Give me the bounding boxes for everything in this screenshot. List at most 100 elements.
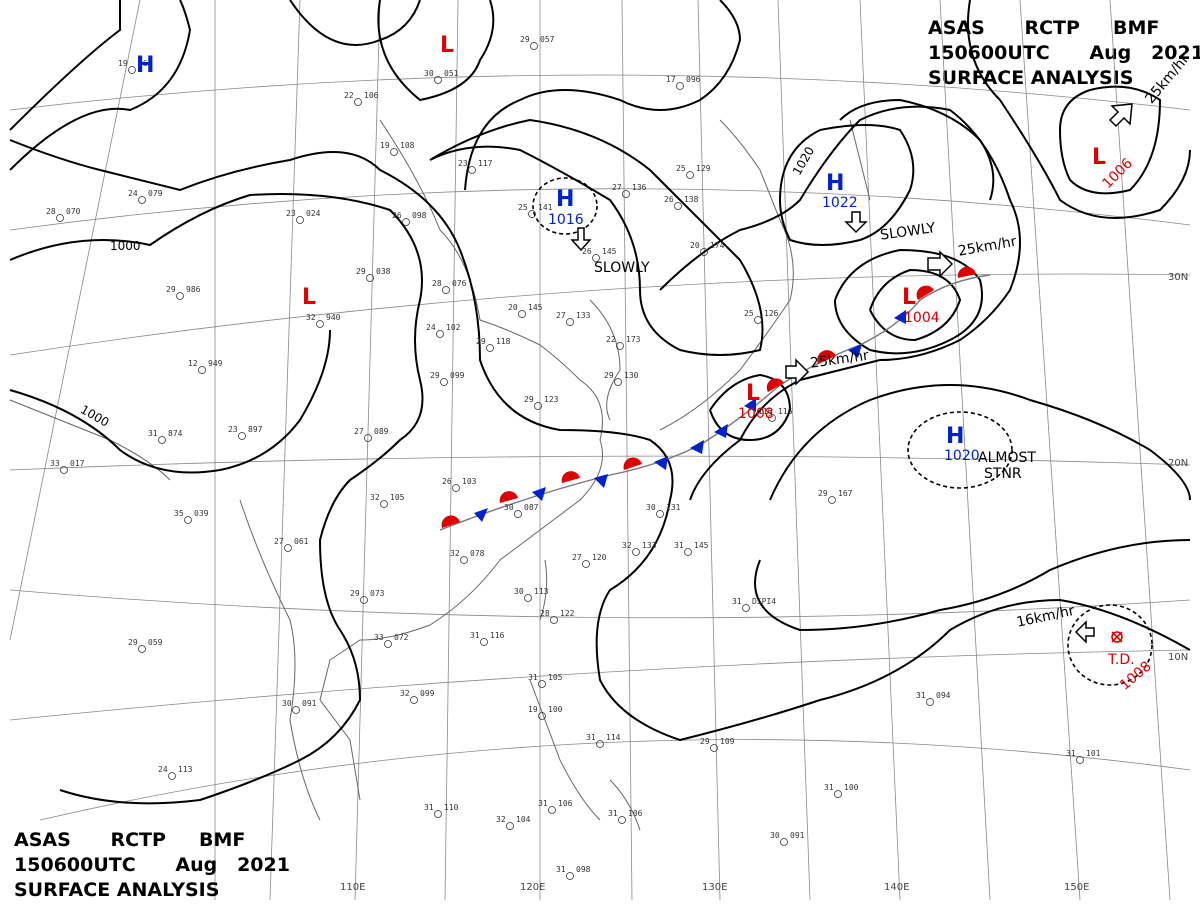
station-circle-icon <box>390 148 398 156</box>
station-plot: 30 087 <box>504 503 539 518</box>
station-plot: 26 103 <box>442 477 477 492</box>
station-plot: 12 949 <box>188 359 223 374</box>
station-plot: 29 099 <box>430 371 465 386</box>
station-plot: 32 099 <box>400 689 435 704</box>
station-circle-icon <box>402 218 410 226</box>
station-pressure: 173 <box>626 335 641 344</box>
station-plot: 29 057 <box>520 35 555 50</box>
station-circle-icon <box>616 342 624 350</box>
station-pressure: 091 <box>302 699 317 708</box>
longitude-label: 110E <box>340 882 365 893</box>
motion-label: STNR <box>984 466 1022 482</box>
motion-arrow-icon <box>1108 103 1133 128</box>
dashed-isobar <box>907 411 1013 489</box>
station-plot: 27 120 <box>572 553 607 568</box>
station-plot: 32 078 <box>450 549 485 564</box>
station-pressure: 141 <box>538 203 553 212</box>
isobar <box>9 193 424 805</box>
coast-taiwan <box>539 559 548 621</box>
station-temperature: 22 <box>606 335 616 344</box>
station-temperature: 12 <box>188 359 198 368</box>
station-circle-icon <box>566 872 574 880</box>
isobar <box>9 0 121 131</box>
station-pressure: 105 <box>548 673 563 682</box>
station-pressure: 986 <box>186 285 201 294</box>
station-temperature: 29 <box>818 489 828 498</box>
station-plot: 29 123 <box>524 395 559 410</box>
station-plot: 32 105 <box>370 493 405 508</box>
station-temperature: 32 <box>450 549 460 558</box>
isobar <box>869 268 962 342</box>
station-pressure: 116 <box>490 631 505 640</box>
title-line-1: ASAS RCTP BMF <box>14 829 246 851</box>
station-circle-icon <box>410 696 418 704</box>
station-pressure: 078 <box>470 549 485 558</box>
station-pressure: DSPI4 <box>752 597 776 606</box>
meridian <box>939 0 991 901</box>
station-circle-icon <box>284 544 292 552</box>
coast-japan <box>659 119 794 431</box>
low-pressure-value: 1008 <box>738 406 774 422</box>
station-pressure: 099 <box>420 689 435 698</box>
station-pressure: 114 <box>606 733 621 742</box>
station-temperature: 23 <box>228 425 238 434</box>
parallel <box>9 649 1191 721</box>
isobar <box>464 0 742 191</box>
station-plot: 28 070 <box>46 207 81 222</box>
isobar <box>289 0 421 46</box>
station-plot: 31 105 <box>528 673 563 688</box>
station-pressure: 024 <box>306 209 321 218</box>
motion-label: ALMOST <box>978 450 1036 466</box>
station-circle-icon <box>528 210 536 218</box>
station-pressure: 138 <box>684 195 699 204</box>
isobar-label: 1000 <box>78 402 111 429</box>
station-circle-icon <box>596 740 604 748</box>
station-circle-icon <box>754 316 762 324</box>
station-temperature: 31 <box>528 673 538 682</box>
high-center-label: H <box>946 424 964 449</box>
station-plot: 29 118 <box>476 337 511 352</box>
title-line-2: 150600UTC Aug 2021 <box>928 42 1200 64</box>
station-temperature: 30 <box>514 587 524 596</box>
station-circle-icon <box>238 432 246 440</box>
coastlines <box>9 119 871 831</box>
station-circle-icon <box>518 310 526 318</box>
station-plot: 25 141 <box>518 203 553 218</box>
station-plot: 22 106 <box>344 91 379 106</box>
station-temperature: 19 <box>118 59 128 68</box>
warm-front-symbol <box>623 457 642 470</box>
station-circle-icon <box>380 500 388 508</box>
station-temperature: 24 <box>158 765 168 774</box>
station-pressure: 099 <box>450 371 465 380</box>
station-temperature: 31 <box>470 631 480 640</box>
station-plot: 29 038 <box>356 267 391 282</box>
station-plot: 31 145 <box>674 541 709 556</box>
station-temperature: 30 <box>646 503 656 512</box>
station-plot: 33 017 <box>50 459 85 474</box>
station-circle-icon <box>548 806 556 814</box>
meridian <box>621 0 633 901</box>
station-temperature: 25 <box>676 164 686 173</box>
station-temperature: 33 <box>374 633 384 642</box>
station-temperature: 31 <box>732 597 742 606</box>
meridian <box>1019 0 1081 901</box>
station-circle-icon <box>440 378 448 386</box>
station-plot: 26 098 <box>392 211 427 226</box>
station-temperature: 27 <box>274 537 284 546</box>
low-center-label: L <box>1092 145 1106 170</box>
meridian <box>777 0 811 901</box>
meridian <box>444 0 459 901</box>
station-temperature: 19 <box>380 141 390 150</box>
station-pressure: 108 <box>400 141 415 150</box>
cold-front-symbol <box>848 344 862 358</box>
station-temperature: 32 <box>370 493 380 502</box>
isobar <box>754 539 1191 632</box>
station-pressure: 129 <box>696 164 711 173</box>
station-pressure: 897 <box>248 425 263 434</box>
isobar <box>9 0 192 171</box>
station-pressure: 059 <box>148 638 163 647</box>
station-temperature: 17 <box>666 75 676 84</box>
station-plot: 19 108 <box>380 141 415 156</box>
motion-arrow-icon <box>927 250 954 278</box>
low-center-label: L <box>302 285 316 310</box>
